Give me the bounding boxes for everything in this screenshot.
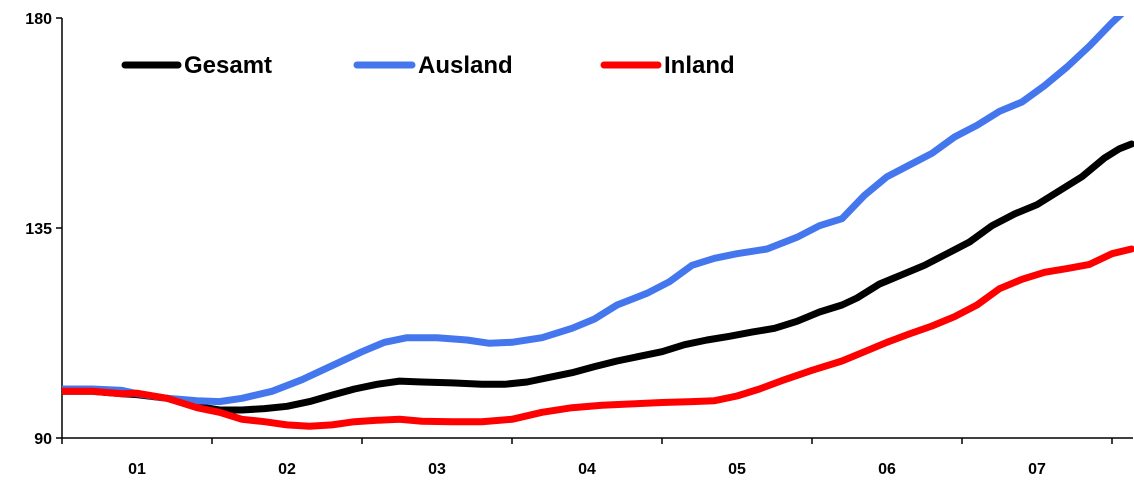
axes: 90 135 180 01 02 03 04 05 06 07 xyxy=(25,11,1133,478)
legend-label: Ausland xyxy=(418,52,513,79)
legend-item-ausland: Ausland xyxy=(353,52,513,79)
legend-item-inland: Inland xyxy=(600,52,735,79)
legend-item-gesamt: Gesamt xyxy=(121,52,272,79)
x-tick-label: 05 xyxy=(728,461,746,478)
x-tick-label: 03 xyxy=(428,461,446,478)
y-tick-label: 180 xyxy=(25,11,52,28)
y-tick-label: 90 xyxy=(34,431,52,448)
series-line-ausland xyxy=(62,16,1125,406)
legend-label: Gesamt xyxy=(184,52,272,79)
x-tick-label: 02 xyxy=(278,461,296,478)
legend-label: Inland xyxy=(664,52,735,79)
series-layer xyxy=(62,16,1134,430)
x-tick-label: 04 xyxy=(578,461,596,478)
x-tick-label: 01 xyxy=(128,461,146,478)
legend: Gesamt Ausland Inland xyxy=(121,52,735,79)
series-line-gesamt xyxy=(62,140,1134,414)
x-tick-label: 07 xyxy=(1028,461,1046,478)
x-tick-label: 06 xyxy=(878,461,896,478)
series-line-inland xyxy=(62,245,1134,430)
y-tick-label: 135 xyxy=(25,221,52,238)
